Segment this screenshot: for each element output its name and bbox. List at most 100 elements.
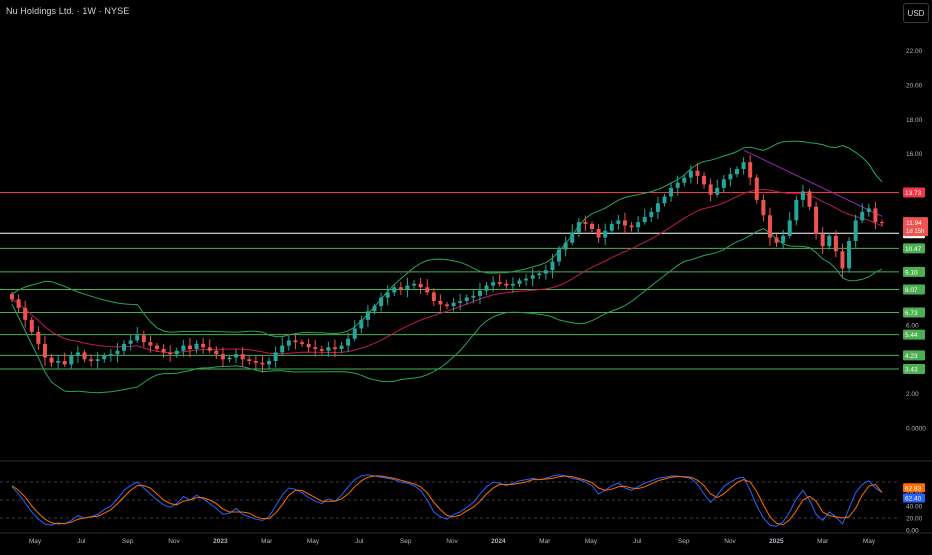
time-tick-11: Mar xyxy=(539,538,551,545)
level-label-0: 13.73 xyxy=(905,190,922,197)
candle-body xyxy=(42,343,47,358)
level-tag-3 xyxy=(903,266,925,277)
candle-body xyxy=(642,217,647,223)
level-tag-5 xyxy=(903,307,925,318)
stoch-k-label: 62.83 xyxy=(905,485,922,492)
level-tag-2 xyxy=(903,243,925,254)
candle-body xyxy=(715,187,720,195)
level-label-6: 5.44 xyxy=(905,332,918,339)
candle-body xyxy=(313,347,318,349)
candle-body xyxy=(833,235,838,252)
candle-body xyxy=(807,191,812,207)
candle-body xyxy=(293,340,298,343)
candle-body xyxy=(655,203,660,212)
time-tick-5: Mar xyxy=(261,538,273,545)
stoch-k-tag xyxy=(903,483,925,493)
candle-body xyxy=(748,162,753,178)
candle-body xyxy=(425,287,430,293)
candle-body xyxy=(346,338,351,346)
candle-body xyxy=(820,234,825,247)
candle-body xyxy=(477,290,482,296)
time-tick-1: Jul xyxy=(77,538,86,545)
candle-body xyxy=(781,235,786,243)
candle-body xyxy=(201,343,206,348)
last-price-label: 11.94 xyxy=(906,220,922,227)
candle-body xyxy=(49,357,54,363)
time-tick-16: 2025 xyxy=(769,538,784,545)
candle-body xyxy=(194,343,199,349)
candle-body xyxy=(530,275,535,279)
candle-body xyxy=(774,237,779,243)
level-tag-7 xyxy=(903,350,925,361)
candle-body xyxy=(253,361,258,363)
candle-body xyxy=(75,352,80,356)
candle-body xyxy=(29,319,34,332)
candle-body xyxy=(728,174,733,180)
price-tick-6: 6.00 xyxy=(906,323,919,330)
candle-body xyxy=(721,179,726,188)
candle-body xyxy=(735,169,739,175)
candle-body xyxy=(583,222,588,224)
time-tick-14: Sep xyxy=(678,538,690,545)
candle-body xyxy=(880,222,884,224)
candle-body xyxy=(662,196,667,204)
level-label-7: 4.23 xyxy=(905,353,918,360)
candle-body xyxy=(840,251,845,269)
candle-body xyxy=(319,349,324,351)
time-tick-13: Jul xyxy=(633,538,642,545)
currency-button[interactable]: USD xyxy=(903,3,929,23)
candle-body xyxy=(240,354,245,360)
price-tick-7: 2.00 xyxy=(906,391,919,398)
candle-body xyxy=(596,229,601,238)
level-tag-6 xyxy=(903,329,925,340)
level-tag-0 xyxy=(903,187,925,198)
candle-body xyxy=(847,241,852,269)
candle-body xyxy=(405,285,410,289)
level-label-8: 3.43 xyxy=(905,367,918,374)
candle-body xyxy=(622,220,627,226)
candle-body xyxy=(603,230,608,238)
time-tick-18: May xyxy=(863,538,876,545)
candle-body xyxy=(557,249,562,262)
candle-body xyxy=(174,350,179,355)
level-label-3: 9.10 xyxy=(905,269,918,276)
trendline xyxy=(743,149,883,217)
candle-body xyxy=(576,222,581,233)
candle-body xyxy=(62,361,67,365)
osc-tick-1: 40.00 xyxy=(906,504,923,511)
candle-body xyxy=(359,319,364,329)
stoch-d-tag xyxy=(903,493,925,503)
time-tick-4: 2023 xyxy=(213,538,228,545)
candle-body xyxy=(260,362,265,365)
candle-body xyxy=(148,342,153,346)
candle-body xyxy=(267,361,272,365)
candle-body xyxy=(609,223,614,231)
candle-body xyxy=(794,199,799,221)
last-price-countdown: 1d 15h xyxy=(906,229,924,235)
candle-body xyxy=(767,215,772,238)
candle-body xyxy=(517,280,522,284)
candle-body xyxy=(550,261,555,271)
time-tick-12: May xyxy=(585,538,598,545)
candle-body xyxy=(787,220,792,236)
candle-body xyxy=(484,285,489,291)
candle-body xyxy=(23,307,28,320)
candle-body xyxy=(754,177,759,200)
candle-body xyxy=(10,294,14,300)
candle-body xyxy=(352,328,357,339)
candle-body xyxy=(866,208,871,212)
time-tick-10: 2024 xyxy=(491,538,506,545)
candle-body xyxy=(379,297,384,307)
candle-body xyxy=(286,340,291,346)
candle-body xyxy=(451,302,456,307)
candle-body xyxy=(412,283,417,286)
candle-body xyxy=(69,355,74,365)
candle-body xyxy=(438,301,443,305)
candle-body xyxy=(89,359,94,361)
candle-body xyxy=(187,345,192,349)
candle-body xyxy=(56,361,61,363)
candle-body xyxy=(702,175,707,185)
candle-body xyxy=(695,170,700,176)
level-label-2: 10.47 xyxy=(905,246,922,253)
